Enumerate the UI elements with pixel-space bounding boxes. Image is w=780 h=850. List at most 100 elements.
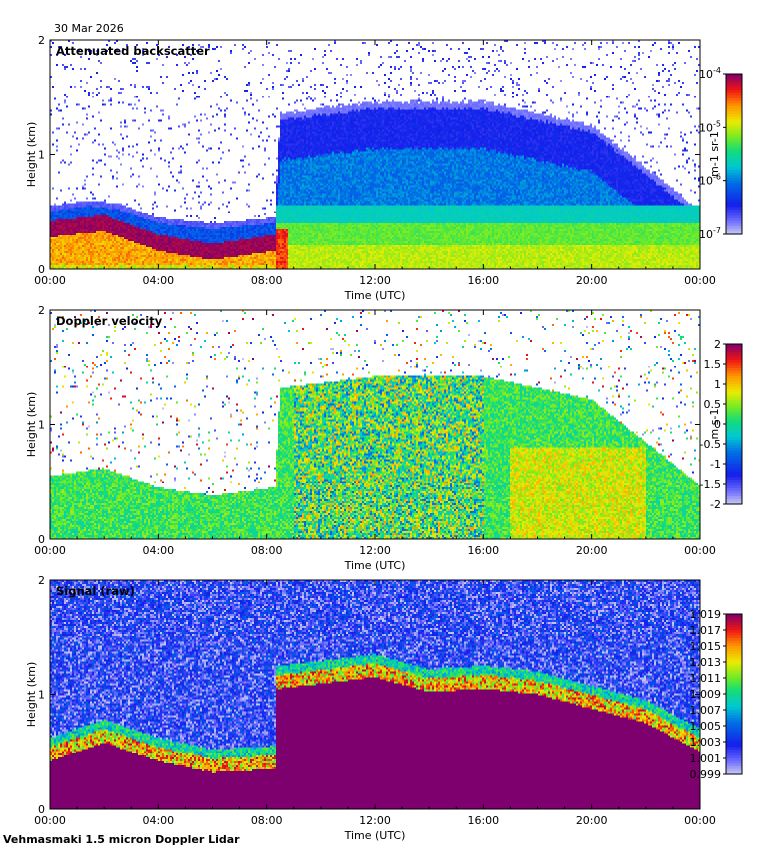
colorbar-swatch [726, 124, 742, 128]
colorbar-swatch [726, 191, 742, 195]
colorbar-swatch [726, 493, 742, 497]
colorbar-tick-label: 10-5 [699, 119, 721, 134]
colorbar-swatch [726, 413, 742, 417]
colorbar-swatch [726, 680, 742, 684]
panel-title: Doppler velocity [56, 314, 163, 328]
colorbar-swatch [726, 442, 742, 446]
colorbar-swatch [726, 424, 742, 428]
colorbar-swatch [726, 212, 742, 216]
x-tick-label: 04:00 [142, 274, 174, 287]
colorbar-swatch [726, 440, 742, 444]
x-axis-label: Time (UTC) [344, 289, 406, 302]
colorbar-swatch [726, 196, 742, 200]
y-axis-label: Height (km) [25, 122, 38, 188]
colorbar-swatch [726, 750, 742, 754]
y-tick-label: 1 [38, 149, 45, 162]
colorbar-swatch [726, 373, 742, 377]
colorbar-tick-label: 1 [714, 378, 721, 391]
x-tick-label: 04:00 [142, 544, 174, 557]
colorbar-swatch [726, 482, 742, 486]
colorbar-swatch [726, 84, 742, 88]
colorbar-swatch [726, 386, 742, 390]
colorbar-swatch [726, 466, 742, 470]
colorbar-swatch [726, 95, 742, 99]
colorbar-unit-label: m-1 sr-1 [708, 131, 721, 177]
heatmap-image [50, 580, 700, 809]
colorbar-tick-label: -2 [710, 498, 721, 511]
colorbar-swatch [726, 490, 742, 494]
colorbar-swatch [726, 426, 742, 430]
colorbar-swatch [726, 132, 742, 136]
colorbar-tick-label: 10-7 [699, 226, 721, 241]
colorbar-swatch [726, 771, 742, 775]
colorbar-frame [725, 73, 743, 235]
colorbar-swatch [726, 624, 742, 628]
colorbar-swatch [726, 651, 742, 655]
x-tick-label: 20:00 [576, 274, 608, 287]
colorbar-swatch [726, 384, 742, 388]
footer-label: Vehmasmaki 1.5 micron Doppler Lidar [3, 833, 240, 846]
colorbar-swatch [726, 360, 742, 364]
panel-title: Signal (raw) [56, 584, 135, 598]
colorbar-swatch [726, 146, 742, 150]
x-tick-label: 12:00 [359, 544, 391, 557]
colorbar-swatch [726, 164, 742, 168]
colorbar-swatch [726, 456, 742, 460]
y-tick-label: 1 [38, 419, 45, 432]
colorbar-swatch [726, 378, 742, 382]
colorbar-swatch [726, 210, 742, 214]
colorbar-swatch [726, 218, 742, 222]
colorbar-tick-label: 1.009 [690, 688, 722, 701]
colorbar-swatch [726, 723, 742, 727]
colorbar-swatch [726, 670, 742, 674]
y-tick-label: 2 [38, 304, 45, 317]
colorbar-swatch [726, 416, 742, 420]
colorbar-swatch [726, 226, 742, 230]
x-tick-label: 00:00 [34, 544, 66, 557]
y-tick-label: 2 [38, 34, 45, 47]
colorbar-swatch [726, 477, 742, 481]
colorbar-tick-label: 1.001 [690, 752, 722, 765]
colorbar-swatch [726, 79, 742, 83]
colorbar-tick-label: 1.017 [690, 624, 722, 637]
colorbar-swatch [726, 640, 742, 644]
colorbar-swatch [726, 76, 742, 80]
colorbar-swatch [726, 180, 742, 184]
colorbar-unit-label: m s-1 [708, 409, 721, 440]
colorbar-swatch [726, 758, 742, 762]
colorbar-swatch [726, 114, 742, 118]
colorbar-swatch [726, 464, 742, 468]
colorbar-swatch [726, 74, 742, 78]
colorbar-tick-label: 0 [714, 418, 721, 431]
colorbar-swatch [726, 485, 742, 489]
colorbar-tick-label: 2 [714, 338, 721, 351]
colorbar-swatch [726, 662, 742, 666]
colorbar-swatch [726, 635, 742, 639]
colorbar-swatch [726, 405, 742, 409]
colorbar-swatch [726, 172, 742, 176]
colorbar-swatch [726, 760, 742, 764]
colorbar-swatch [726, 170, 742, 174]
colorbar-swatch [726, 116, 742, 120]
colorbar-swatch [726, 354, 742, 358]
colorbar-swatch [726, 627, 742, 631]
colorbar-swatch [726, 632, 742, 636]
colorbar-swatch [726, 127, 742, 131]
colorbar-swatch [726, 616, 742, 620]
heatmap-image [50, 40, 700, 269]
colorbar-swatch [726, 368, 742, 372]
colorbar-swatch [726, 694, 742, 698]
colorbar-swatch [726, 445, 742, 449]
y-axis-label: Height (km) [25, 662, 38, 728]
x-tick-label: 16:00 [467, 274, 499, 287]
colorbar-swatch [726, 480, 742, 484]
colorbar-swatch [726, 154, 742, 158]
x-tick-label: 12:00 [359, 274, 391, 287]
colorbar-swatch [726, 186, 742, 190]
colorbar-swatch [726, 140, 742, 144]
x-tick-label: 08:00 [251, 814, 283, 827]
colorbar-swatch [726, 712, 742, 716]
colorbar-swatch [726, 728, 742, 732]
colorbar-swatch [726, 691, 742, 695]
